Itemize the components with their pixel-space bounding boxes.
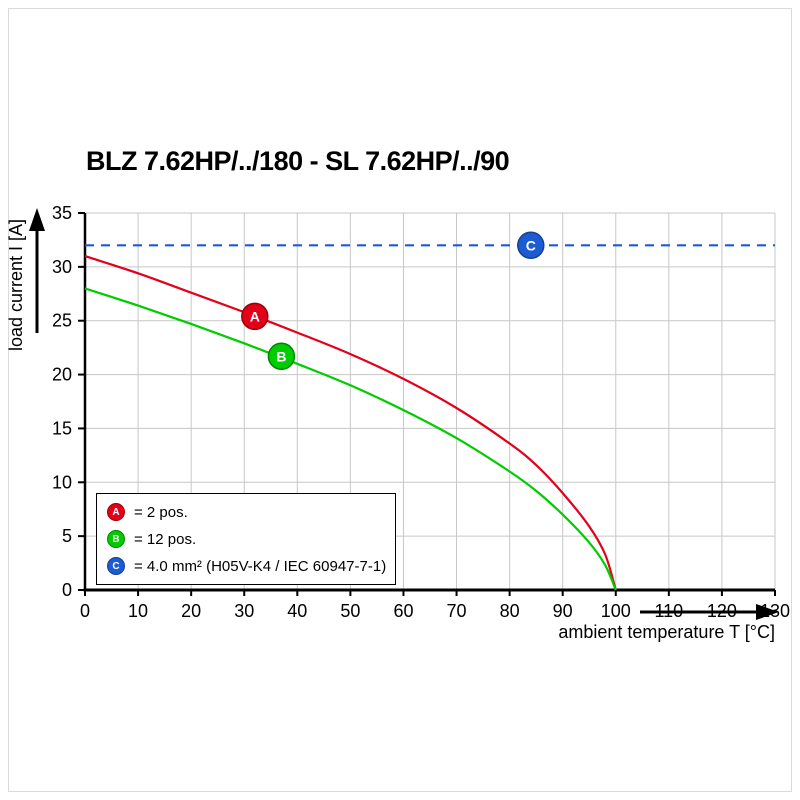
legend: A = 2 pos. B = 12 pos. C = 4.0 mm² (H05V…: [96, 493, 396, 585]
legend-marker-a-letter: A: [112, 506, 120, 518]
marker-b: [267, 342, 296, 371]
y-tick-label: 20: [52, 365, 72, 385]
marker-b-letter: B: [276, 348, 286, 364]
x-tick-label: 0: [80, 601, 90, 621]
x-tick-label: 60: [393, 601, 413, 621]
x-tick-label: 70: [447, 601, 467, 621]
y-tick-label: 30: [52, 257, 72, 277]
x-axis-label: ambient temperature T [°C]: [558, 622, 775, 642]
legend-label-c: = 4.0 mm² (H05V-K4 / IEC 60947-7-1): [134, 557, 387, 575]
x-tick-label: 90: [553, 601, 573, 621]
y-tick-label: 0: [62, 580, 72, 600]
page-title: BLZ 7.62HP/../180 - SL 7.62HP/../90: [86, 146, 510, 176]
legend-item-c: C = 4.0 mm² (H05V-K4 / IEC 60947-7-1): [107, 555, 387, 577]
curve-a: [84, 255, 617, 591]
legend-marker-b-icon: B: [107, 530, 125, 548]
x-tick-label: 30: [234, 601, 254, 621]
y-tick-label: 5: [62, 526, 72, 546]
x-tick-label: 50: [340, 601, 360, 621]
y-axis-label: load current I [A]: [6, 218, 26, 352]
marker-c: [517, 231, 545, 260]
marker-a-letter: A: [250, 308, 260, 324]
x-tick-label: 100: [601, 601, 631, 621]
curve-b: [84, 287, 617, 591]
legend-marker-b-letter: B: [112, 533, 120, 545]
legend-label-a: = 2 pos.: [134, 503, 188, 521]
legend-marker-c-letter: C: [112, 560, 120, 572]
marker-a: [241, 302, 269, 331]
y-tick-label: 15: [52, 418, 72, 438]
legend-item-a: A = 2 pos.: [107, 501, 385, 523]
legend-label-b: = 12 pos.: [134, 530, 197, 548]
x-tick-label: 20: [181, 601, 201, 621]
legend-marker-a-icon: A: [107, 503, 125, 521]
x-tick-label: 10: [128, 601, 148, 621]
y-tick-label: 35: [52, 203, 72, 223]
x-tick-label: 80: [500, 601, 520, 621]
y-tick-label: 10: [52, 472, 72, 492]
y-axis-arrowhead-icon: [29, 208, 45, 231]
x-axis-arrowhead-icon: [756, 604, 779, 620]
x-tick-label: 40: [287, 601, 307, 621]
legend-marker-c-icon: C: [107, 557, 125, 575]
legend-item-b: B = 12 pos.: [107, 528, 385, 550]
marker-c-letter: C: [526, 237, 536, 253]
y-tick-label: 25: [52, 311, 72, 331]
